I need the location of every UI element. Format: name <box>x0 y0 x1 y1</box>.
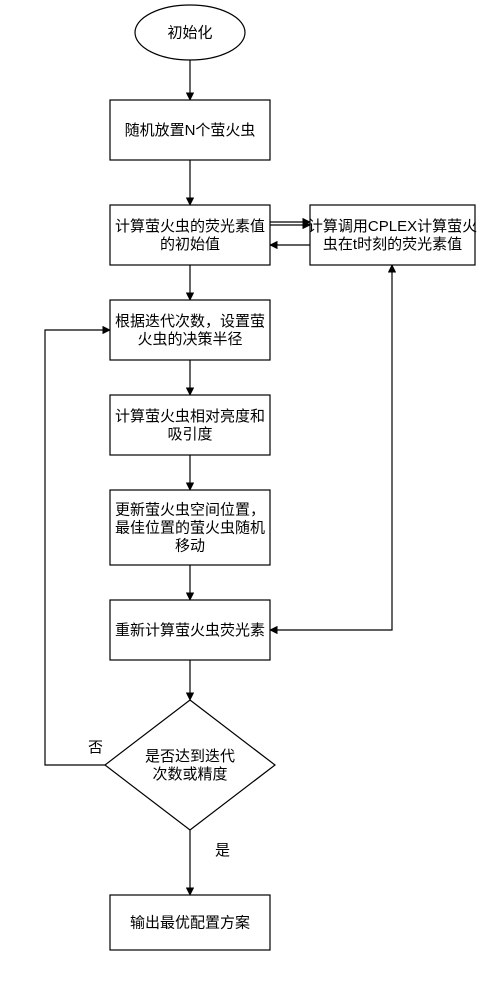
edge-decide-radius <box>45 330 110 765</box>
node-recalc-line0: 重新计算萤火虫荧光素 <box>115 621 265 639</box>
node-decide-line0: 是否达到迭代 <box>145 748 235 765</box>
node-cplex-line1: 虫在t时刻的荧光素值 <box>323 236 462 253</box>
node-calcInit-line1: 的初始值 <box>160 236 220 253</box>
node-bright-line1: 吸引度 <box>167 426 212 443</box>
node-bright-line0: 计算萤火虫相对亮度和 <box>115 407 265 425</box>
node-decide-line1: 次数或精度 <box>152 766 227 783</box>
node-cplex: 计算调用CPLEX计算萤火虫在t时刻的荧光素值 <box>308 205 477 265</box>
node-bright: 计算萤火虫相对亮度和吸引度 <box>110 395 270 455</box>
node-decide: 是否达到迭代次数或精度 <box>105 700 275 830</box>
node-move: 更新萤火虫空间位置，最佳位置的萤火虫随机移动 <box>110 490 270 565</box>
node-radius: 根据迭代次数，设置萤火虫的决策半径 <box>110 300 270 360</box>
edge-label-decide-radius: 否 <box>88 739 103 756</box>
node-move-line0: 更新萤火虫空间位置， <box>115 501 265 518</box>
node-placeN: 随机放置N个萤火虫 <box>110 100 270 160</box>
node-calcInit-line0: 计算萤火虫的荧光素值 <box>115 217 265 235</box>
node-move-line1: 最佳位置的萤火虫随机 <box>115 519 265 536</box>
node-output-line0: 输出最优配置方案 <box>130 913 250 931</box>
node-move-line2: 移动 <box>175 537 205 554</box>
node-start-line0: 初始化 <box>167 24 212 41</box>
node-recalc: 重新计算萤火虫荧光素 <box>110 600 270 660</box>
node-output: 输出最优配置方案 <box>110 895 270 950</box>
edge-label-decide-output: 是 <box>215 842 230 859</box>
node-cplex-line0: 计算调用CPLEX计算萤火 <box>308 217 477 235</box>
edge-cplex-recalc <box>270 265 392 630</box>
flowchart-canvas: 是否 初始化随机放置N个萤火虫计算萤火虫的荧光素值的初始值计算调用CPLEX计算… <box>0 0 502 1000</box>
node-radius-line0: 根据迭代次数，设置萤 <box>115 313 265 330</box>
node-start: 初始化 <box>135 5 245 60</box>
node-calcInit: 计算萤火虫的荧光素值的初始值 <box>110 205 270 265</box>
node-placeN-line0: 随机放置N个萤火虫 <box>125 122 256 139</box>
node-radius-line1: 火虫的决策半径 <box>137 331 242 348</box>
